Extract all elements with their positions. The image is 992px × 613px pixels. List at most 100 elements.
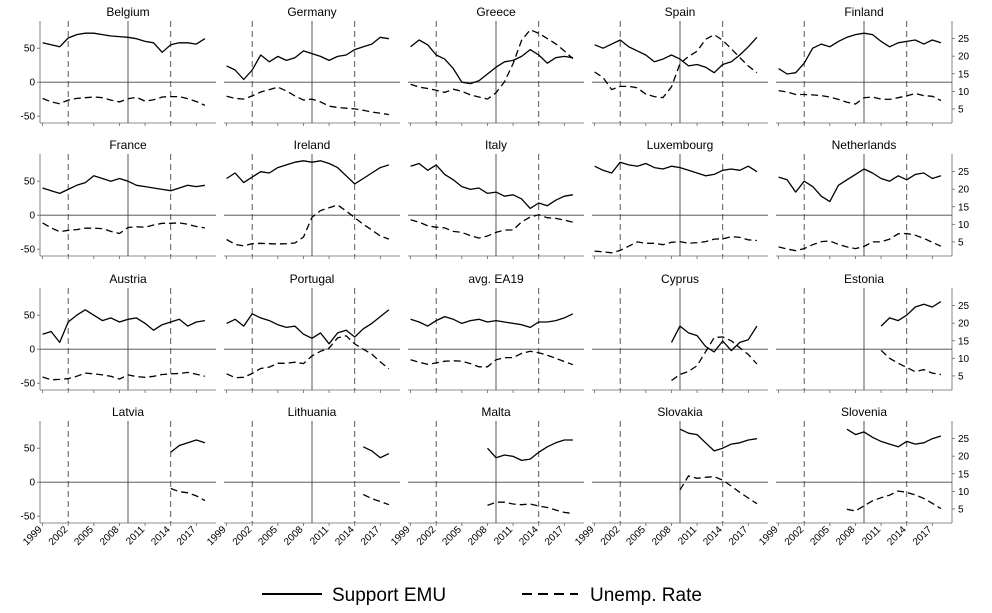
support-emu-line [880, 301, 942, 327]
support-emu-line [226, 160, 390, 185]
panel: Estonia 5 10 15 20 25 [776, 272, 970, 393]
x-tick-label: 2002 [783, 524, 807, 548]
left-tick-label: 50 [24, 177, 36, 188]
x-tick-label: 1999 [205, 524, 229, 548]
support-emu-line [226, 309, 390, 345]
right-tick-label: 15 [958, 469, 970, 480]
panel-title: Finland [844, 5, 883, 19]
x-tick-label: 2008 [466, 524, 490, 548]
x-tick-label: 2005 [624, 524, 648, 548]
right-tick-label: 5 [958, 371, 964, 382]
unemp-rate-line [778, 89, 942, 105]
x-tick-label: 2005 [72, 524, 96, 548]
panel-title: Germany [287, 5, 336, 19]
right-tick-label: 10 [958, 87, 970, 98]
x-tick-label: 2008 [282, 524, 306, 548]
x-tick-label: 2005 [440, 524, 464, 548]
right-tick-label: 15 [958, 336, 970, 347]
x-tick-label: 2017 [175, 524, 199, 548]
x-tick-label: 2017 [359, 524, 383, 548]
unemp-rate-line [594, 33, 758, 99]
unemp-rate-line [226, 204, 390, 247]
panel-title: Malta [481, 405, 511, 419]
support-emu-line [846, 428, 942, 448]
x-tick-label: 2002 [599, 524, 623, 548]
x-tick-label: 2014 [701, 524, 725, 548]
right-tick-label: 20 [958, 319, 970, 330]
left-tick-label: 50 [24, 311, 36, 322]
right-tick-label: 5 [958, 104, 964, 115]
unemp-rate-line [42, 222, 206, 235]
left-tick-label: -50 [21, 512, 36, 523]
panel-title: Spain [665, 5, 696, 19]
support-emu-line [170, 439, 206, 453]
unemp-rate-line [170, 487, 206, 502]
right-tick-label: 25 [958, 301, 970, 312]
right-tick-label: 20 [958, 452, 970, 463]
panel-title: Slovenia [841, 405, 887, 419]
support-emu-line [42, 175, 205, 195]
x-tick-label: 2002 [231, 524, 255, 548]
support-emu-line [778, 32, 942, 75]
support-emu-line [487, 439, 573, 462]
support-emu-line [363, 446, 390, 459]
x-tick-label: 2008 [98, 524, 122, 548]
x-tick-label: 2014 [517, 524, 541, 548]
panel-title: Estonia [844, 272, 884, 286]
right-tick-label: 10 [958, 354, 970, 365]
x-tick-label: 2014 [333, 524, 357, 548]
x-tick-label: 2017 [727, 524, 751, 548]
panel-title: avg. EA19 [468, 272, 524, 286]
x-tick-label: 1999 [389, 524, 413, 548]
left-tick-label: -50 [21, 112, 36, 123]
panel: France 50 0 -50 [21, 138, 216, 259]
x-tick-label: 2011 [676, 524, 699, 547]
panel-title: Luxembourg [647, 138, 714, 152]
x-tick-label: 2008 [834, 524, 858, 548]
support-emu-line [410, 313, 574, 329]
left-tick-label: 0 [29, 345, 35, 356]
legend-unemp-rate-label: Unemp. Rate [590, 585, 702, 606]
panel: Belgium 50 0 -50 [21, 5, 216, 126]
x-tick-label: 2005 [256, 524, 280, 548]
x-tick-label: 1999 [573, 524, 597, 548]
support-emu-line [226, 36, 390, 81]
panel: avg. EA19 [408, 272, 584, 393]
right-tick-label: 25 [958, 34, 970, 45]
panel-title: Ireland [294, 138, 331, 152]
left-tick-label: -50 [21, 245, 36, 256]
panel-title: Lithuania [288, 405, 337, 419]
left-tick-label: 0 [29, 78, 35, 89]
panel: Luxembourg [592, 138, 768, 259]
unemp-rate-line [487, 501, 573, 515]
panel: Germany [224, 5, 400, 126]
panel: Italy [408, 138, 584, 259]
unemp-rate-line [42, 371, 206, 381]
panel: Lithuania 1999 2002 2005 2008 2011 2014 2017 [205, 405, 400, 548]
panel: Spain [592, 5, 768, 126]
unemp-rate-line [410, 214, 574, 239]
panel-title: Austria [109, 272, 147, 286]
support-emu-line [670, 325, 758, 353]
x-tick-label: 2011 [124, 524, 147, 547]
left-tick-label: 50 [24, 44, 36, 55]
panel: Netherlands 5 10 15 20 25 [776, 138, 970, 259]
right-tick-label: 15 [958, 202, 970, 213]
support-emu-line [679, 428, 757, 452]
x-tick-label: 2008 [650, 524, 674, 548]
right-tick-label: 25 [958, 434, 970, 445]
panel: Portugal [224, 272, 400, 393]
panel: Cyprus [592, 272, 768, 393]
unemp-rate-line [42, 95, 206, 106]
panel-title: France [109, 138, 147, 152]
panel-title: Cyprus [661, 272, 699, 286]
right-tick-label: 10 [958, 220, 970, 231]
support-emu-line [410, 162, 574, 210]
x-tick-label: 2017 [543, 524, 567, 548]
right-tick-label: 20 [958, 52, 970, 63]
x-tick-label: 2017 [911, 524, 935, 548]
